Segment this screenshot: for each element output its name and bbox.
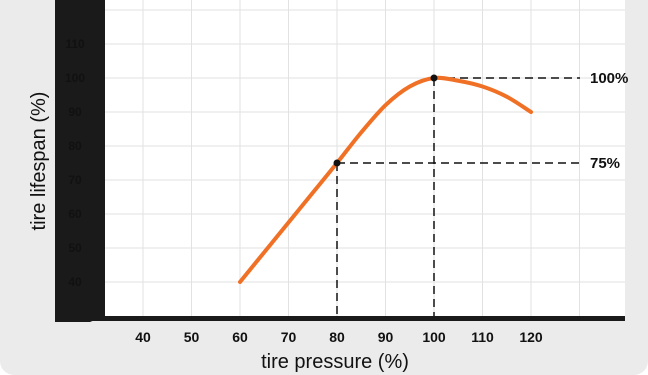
x-tick-label: 40 — [135, 329, 151, 345]
y-tick-label: 70 — [68, 173, 82, 187]
series-line — [238, 75, 533, 284]
x-axis-title: tire pressure (%) — [261, 351, 409, 373]
y-tick-labels: 40 50 60 70 80 90 100 110 — [65, 37, 85, 289]
x-tick-label: 50 — [184, 329, 200, 345]
guide-lines: 75% 100% — [336, 70, 628, 316]
grid — [94, 0, 625, 316]
x-tick-label: 90 — [378, 329, 394, 345]
x-axis-bar — [90, 316, 625, 321]
y-tick-label: 80 — [68, 139, 82, 153]
plot-area — [105, 0, 625, 316]
x-tick-label: 100 — [422, 329, 446, 345]
annotation-label: 100% — [590, 70, 628, 87]
y-tick-label: 110 — [65, 37, 85, 51]
y-tick-label: 90 — [68, 105, 82, 119]
x-tick-label: 110 — [471, 329, 494, 345]
y-axis-title: tire lifespan (%) — [28, 92, 50, 231]
y-tick-label: 100 — [65, 71, 85, 85]
x-tick-label: 60 — [232, 329, 248, 345]
annotation-point — [430, 74, 438, 82]
annotation-label: 75% — [590, 155, 620, 172]
x-tick-label: 70 — [281, 329, 297, 345]
annotation-point — [333, 159, 341, 167]
annotation-points — [333, 74, 438, 167]
x-tick-label: 120 — [519, 329, 543, 345]
x-tick-labels: 40 50 60 70 80 90 100 110 120 — [135, 329, 543, 345]
x-tick-label: 80 — [329, 329, 345, 345]
y-tick-label: 60 — [68, 207, 82, 221]
y-tick-label: 50 — [68, 241, 82, 255]
y-tick-label: 40 — [68, 275, 82, 289]
y-axis-bar — [55, 0, 105, 322]
